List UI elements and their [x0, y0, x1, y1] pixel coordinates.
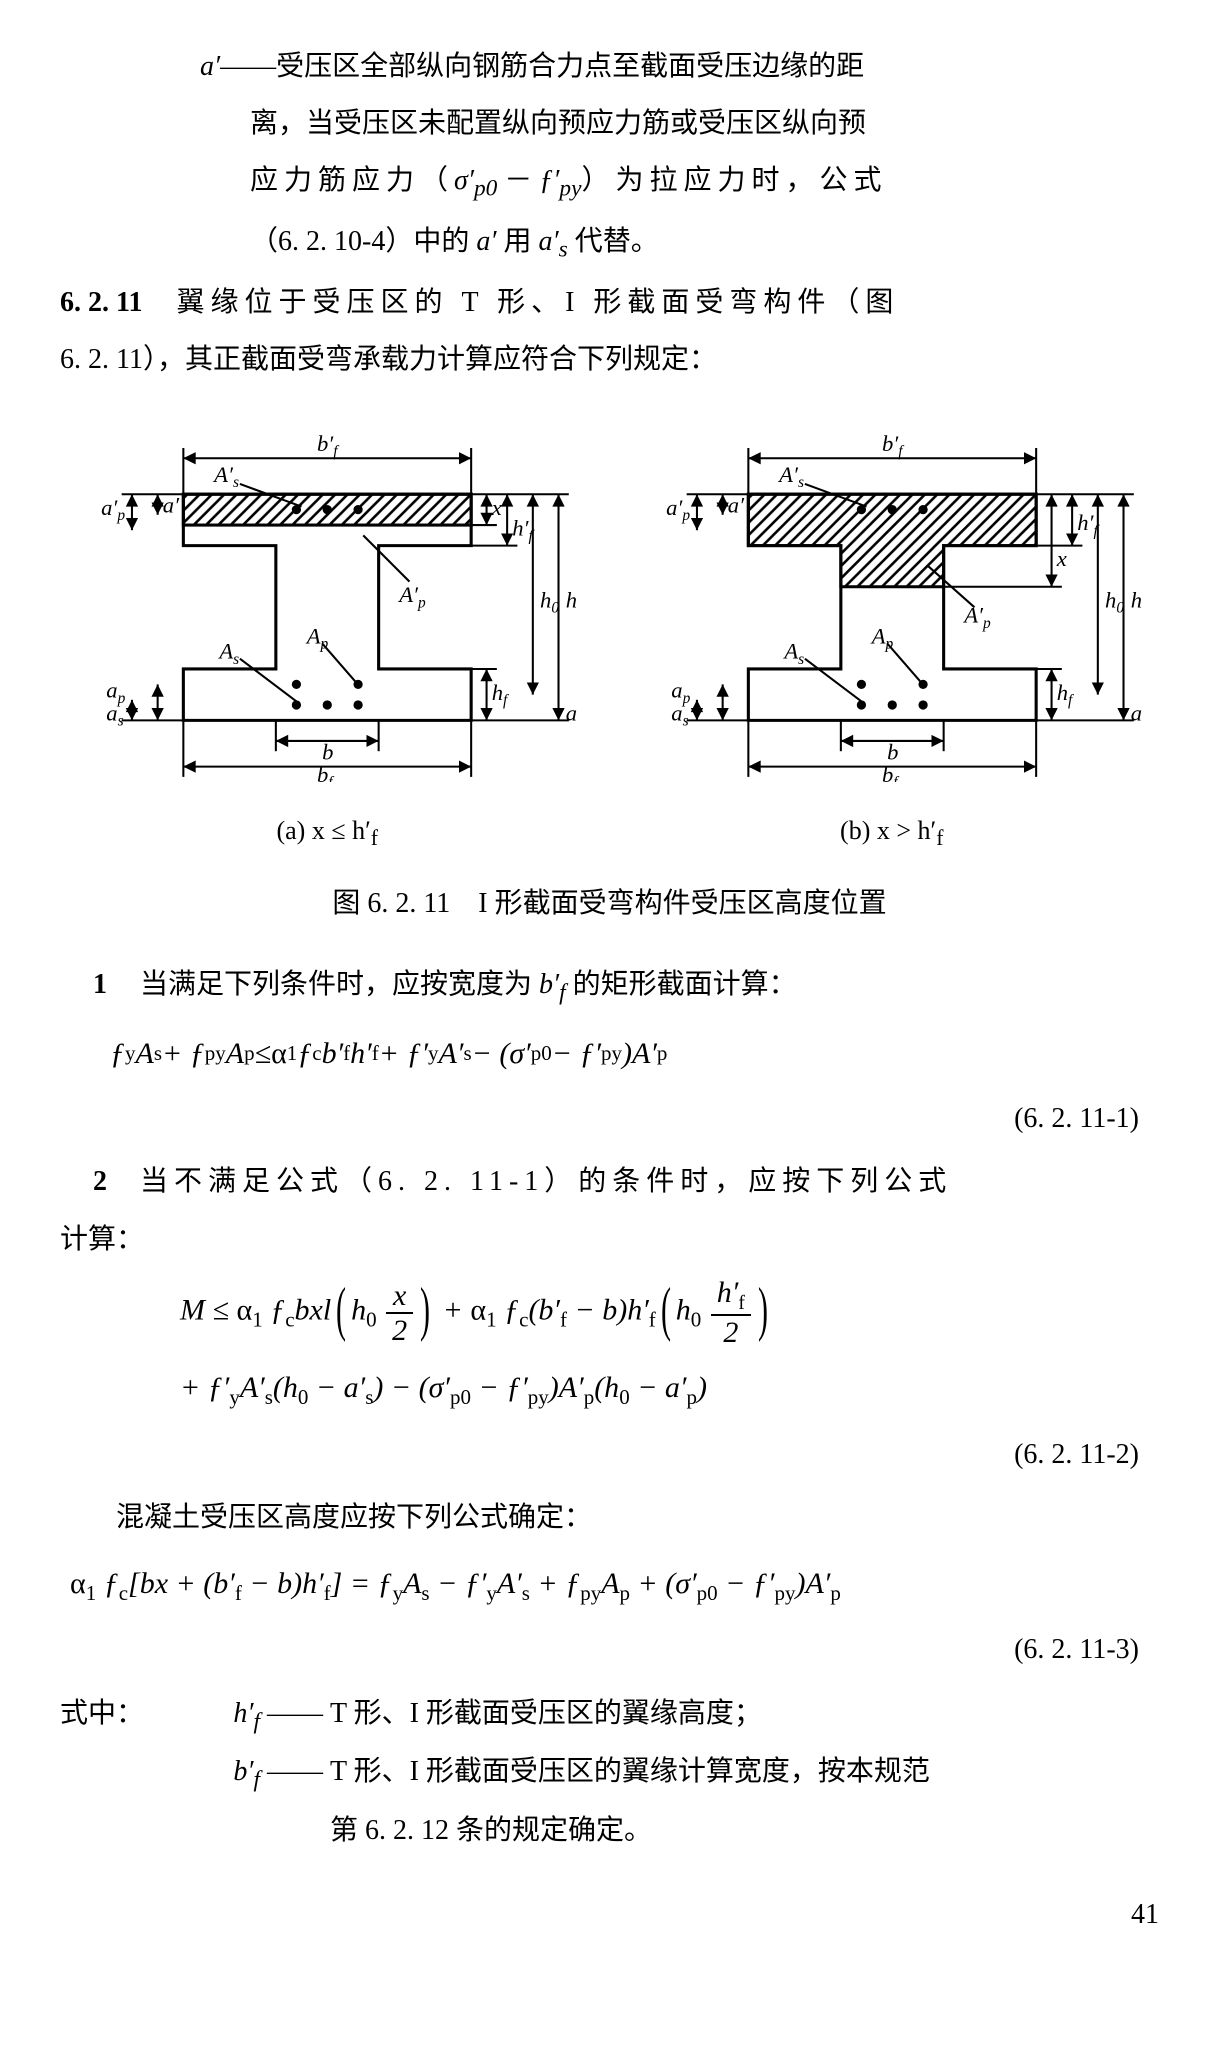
svg-text:hf: hf	[1056, 679, 1074, 708]
def-symbol: b′f	[180, 1745, 260, 1802]
item-number: 2	[60, 1155, 140, 1208]
figure-b: b′f A′s a′p a′ x h′f h0 h A′p As Ap hf a…	[625, 412, 1160, 860]
equation-3-number: (6. 2. 11-3)	[60, 1623, 1139, 1676]
mid-text: 混凝土受压区高度应按下列公式确定：	[60, 1491, 1159, 1544]
svg-text:h0: h0	[1105, 587, 1124, 616]
list-item-1: 1 当满足下列条件时，应按宽度为 b′f 的矩形截面计算：	[60, 958, 1159, 1015]
svg-text:hf: hf	[492, 679, 510, 708]
svg-text:Ap: Ap	[305, 623, 329, 652]
equation-2-line1: M ≤ α1 ƒcbxl(h0 x2) + α1 ƒc(b′f − b)h′f(…	[180, 1276, 1159, 1349]
svg-text:a′p: a′p	[101, 494, 125, 523]
svg-text:Ap: Ap	[869, 623, 893, 652]
def-symbol: h′f	[180, 1687, 260, 1744]
where-definitions: 式中： h′f —— T 形、I 形截面受压区的翼缘高度； b′f —— T 形…	[60, 1687, 1159, 1858]
svg-text:A′p: A′p	[962, 602, 991, 631]
figure-row: b′f A′s a′p a′ x h′f h0 h A′p As Ap hf a…	[60, 412, 1159, 860]
a1: a′	[476, 226, 496, 257]
page-number: 41	[60, 1888, 1159, 1941]
top-definition: a′——受压区全部纵向钢筋合力点至截面受压边缘的距	[60, 40, 1159, 93]
svg-text:b: b	[887, 739, 898, 764]
svg-text:h0: h0	[540, 587, 559, 616]
equation-2-number: (6. 2. 11-2)	[60, 1428, 1139, 1481]
def-l1: 受压区全部纵向钢筋合力点至截面受压边缘的距	[276, 51, 864, 82]
svg-text:b′f: b′f	[317, 431, 340, 460]
svg-text:a: a	[566, 700, 577, 725]
def-row-2: b′f —— T 形、I 形截面受压区的翼缘计算宽度，按本规范	[60, 1745, 1159, 1802]
item-text: 当不满足公式（6. 2. 11-1）的条件时，应按下列公式	[140, 1155, 1159, 1208]
sigma: σ′p0	[454, 165, 497, 196]
equation-1: ƒyAs + ƒpyAp ≤ α1 ƒcb′fh′f + ƒ′yA′s − (σ…	[110, 1025, 1159, 1082]
svg-text:b: b	[322, 739, 333, 764]
item-number: 1	[60, 958, 140, 1015]
diagram-a-svg: b′f A′s a′p a′ x h′f h0 h A′p As Ap hf a…	[60, 412, 595, 782]
diagram-b-svg: b′f A′s a′p a′ x h′f h0 h A′p As Ap hf a…	[625, 412, 1160, 782]
list-item-2: 2 当不满足公式（6. 2. 11-1）的条件时，应按下列公式	[60, 1155, 1159, 1208]
fpy: ƒ′py	[539, 165, 581, 196]
dash: ——	[260, 1745, 330, 1802]
as: a′s	[538, 226, 567, 257]
svg-text:a′: a′	[163, 492, 180, 517]
equation-2-line2: + ƒ′yA′s(h0 − a′s) − (σ′p0 − ƒ′py)A′p(h0…	[180, 1359, 1159, 1418]
figure-caption: 图 6. 2. 11 I 形截面受弯构件受压区高度位置	[60, 877, 1159, 930]
item-2-cont: 计算：	[60, 1213, 1159, 1266]
svg-text:bf: bf	[881, 762, 899, 782]
section-line1: 6. 2. 11 翼缘位于受压区的 T 形、I 形截面受弯构件（图	[60, 276, 1159, 329]
def-text: T 形、I 形截面受压区的翼缘高度；	[330, 1687, 1159, 1744]
svg-text:x: x	[1055, 546, 1066, 571]
svg-text:A′s: A′s	[212, 461, 239, 490]
defs-label: 式中：	[60, 1687, 180, 1744]
equation-1-number: (6. 2. 11-1)	[60, 1092, 1139, 1145]
section-line2: 6. 2. 11），其正截面受弯承载力计算应符合下列规定：	[60, 333, 1159, 386]
svg-text:b′f: b′f	[881, 431, 904, 460]
t: 用	[496, 226, 538, 257]
svg-text:bf: bf	[317, 762, 335, 782]
section-number: 6. 2. 11	[60, 287, 142, 318]
t: 代替。	[568, 226, 659, 257]
svg-text:x: x	[491, 494, 502, 519]
sym-a-prime: a′	[200, 51, 220, 82]
def-l4: （6. 2. 10-4）中的 a′ 用 a′s 代替。	[60, 215, 1159, 272]
svg-text:A′p: A′p	[397, 582, 426, 611]
item-text: 当满足下列条件时，应按宽度为 b′f 的矩形截面计算：	[140, 958, 1159, 1015]
t: ）为拉应力时，公式	[581, 165, 887, 196]
t: 应力筋应力（	[250, 165, 454, 196]
figure-a: b′f A′s a′p a′ x h′f h0 h A′p As Ap hf a…	[60, 412, 595, 860]
dash: ——	[260, 1687, 330, 1744]
def-row-1: 式中： h′f —— T 形、I 形截面受压区的翼缘高度；	[60, 1687, 1159, 1744]
subcaption-a: (a) x ≤ h′f	[60, 806, 595, 859]
svg-text:As: As	[217, 638, 239, 667]
def-text-cont: 第 6. 2. 12 条的规定确定。	[60, 1804, 1159, 1857]
svg-text:a′: a′	[727, 492, 744, 517]
svg-text:a′p: a′p	[666, 494, 690, 523]
svg-text:As: As	[782, 638, 804, 667]
subcaption-b: (b) x > h′f	[625, 806, 1160, 859]
t: （6. 2. 10-4）中的	[250, 226, 476, 257]
equation-3: α1 ƒc[bx + (b′f − b)h′f] = ƒyAs − ƒ′yA′s…	[70, 1555, 1159, 1614]
svg-text:A′s: A′s	[777, 461, 804, 490]
def-text: T 形、I 形截面受压区的翼缘计算宽度，按本规范	[330, 1745, 1159, 1802]
def-l2: 离，当受压区未配置纵向预应力筋或受压区纵向预	[60, 97, 1159, 150]
svg-text:a: a	[1130, 700, 1141, 725]
def-l3: 应力筋应力（σ′p0 － ƒ′py）为拉应力时，公式	[60, 154, 1159, 211]
t: 翼缘位于受压区的 T 形、I 形截面受弯构件（图	[176, 287, 899, 318]
svg-text:h: h	[566, 587, 577, 612]
minus: －	[497, 165, 539, 196]
svg-text:h: h	[1130, 587, 1141, 612]
